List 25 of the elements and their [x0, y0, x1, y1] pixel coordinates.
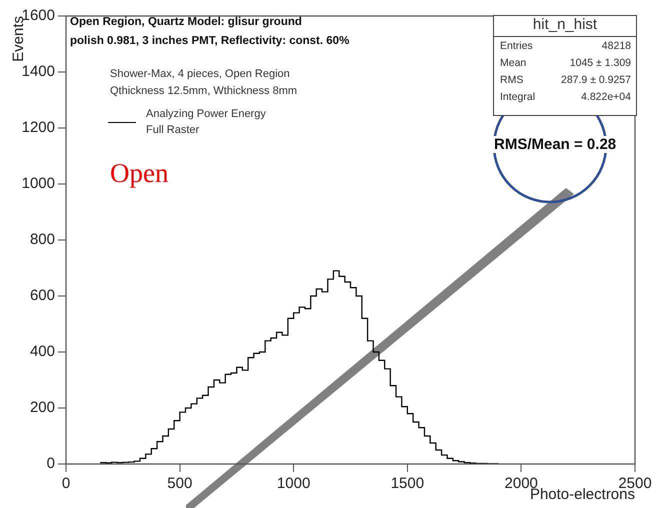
y-tick-label: 1400	[22, 63, 55, 80]
x-tick-label: 1000	[276, 475, 310, 492]
x-tick-label: 500	[167, 475, 192, 492]
y-tick-label: 1600	[22, 7, 55, 24]
annotation: hit_n_hist	[494, 16, 636, 37]
x-tick-label: 1500	[390, 475, 424, 492]
y-tick-label: 400	[30, 343, 55, 360]
y-tick-label: 800	[30, 231, 55, 248]
y-tick-label: 1000	[22, 175, 55, 192]
legend-label: Analyzing Power Energy Full Raster	[146, 107, 267, 138]
y-tick-label: 0	[46, 455, 55, 472]
y-tick-label: 1200	[22, 119, 55, 136]
text: Mean 1045 ± 1.309	[500, 57, 631, 69]
annotation: Open	[110, 158, 168, 189]
x-tick-label: 2500	[618, 475, 652, 492]
x-tick-label: 0	[62, 475, 70, 492]
annotation: Shower-Max, 4 pieces, Open Region	[110, 68, 290, 80]
text: Open Region, Quartz Model: glisur ground polish 0.981, 3 inches PMT, Reflectivity: const. 60%	[70, 16, 350, 47]
y-tick-label: 200	[30, 399, 55, 416]
annotation: RMS/Mean = 0.28	[492, 136, 618, 153]
text: Entries 48218	[500, 40, 631, 52]
y-tick-label: 600	[30, 287, 55, 304]
text: RMS 287.9 ± 0.9257	[500, 74, 631, 86]
text: Integral 4.822e+04	[500, 91, 631, 103]
annotation: Qthickness 12.5mm, Wthickness 8mm	[110, 85, 298, 97]
